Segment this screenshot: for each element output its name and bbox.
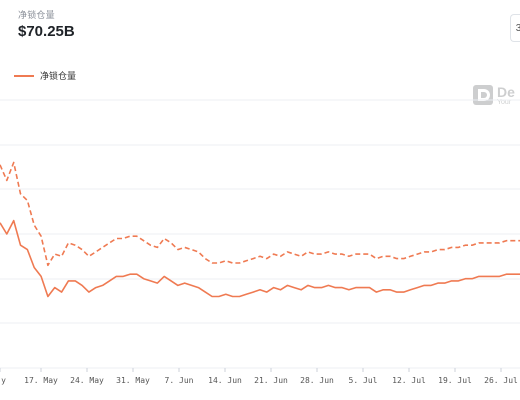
- x-tick-label: 19. Jul: [438, 376, 472, 385]
- series-line-dashed: [0, 161, 520, 267]
- x-tick-label: y: [1, 376, 6, 385]
- watermark-title: De: [497, 83, 515, 100]
- x-tick-label: 12. Jul: [392, 376, 426, 385]
- x-tick-label: 7. Jun: [165, 376, 194, 385]
- x-tick-label: 31. May: [116, 376, 150, 385]
- range-selector-label: 3: [515, 23, 520, 34]
- x-tick-label: 14. Jun: [208, 376, 242, 385]
- chart-header: 净锁仓量 $70.25B: [18, 8, 75, 40]
- series-lines: [0, 161, 520, 298]
- total-value: $70.25B: [18, 23, 75, 40]
- x-axis-ticks: y 17. May 24. May 31. May 7. Jun 14. Jun 21. J…: [0, 368, 518, 385]
- x-tick-label: 21. Jun: [254, 376, 288, 385]
- x-tick-label: 5. Jul: [349, 376, 378, 385]
- grid-lines: [0, 99, 520, 369]
- x-tick-label: 24. May: [70, 376, 104, 385]
- x-tick-label: 28. Jun: [300, 376, 334, 385]
- series-line-solid: [0, 219, 520, 298]
- legend[interactable]: 净锁仓量: [14, 69, 76, 82]
- watermark-subtitle: Your: [497, 98, 512, 106]
- legend-label: 净锁仓量: [40, 71, 77, 81]
- range-selector-button[interactable]: 3: [510, 14, 520, 42]
- x-tick-label: 26. Jul: [484, 376, 518, 385]
- chart-subtitle: 净锁仓量: [18, 10, 55, 20]
- legend-swatch: [14, 74, 34, 77]
- x-tick-label: 17. May: [24, 376, 58, 385]
